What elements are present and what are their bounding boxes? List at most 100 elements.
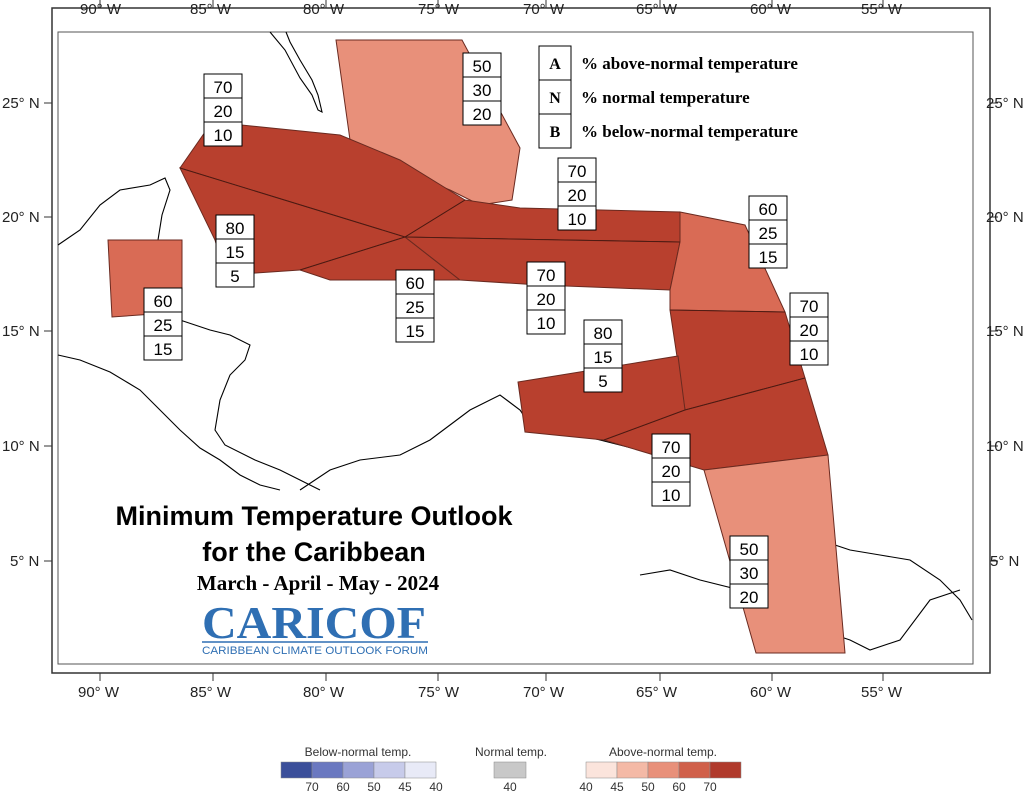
- legend-above-value: 40: [579, 780, 593, 791]
- prob-below: 5: [230, 267, 239, 286]
- lon-tick: 80° W: [303, 1, 345, 18]
- region-dividers: [179, 167, 806, 441]
- prob-box-windward: 70 20 10: [789, 292, 829, 366]
- legend-swatch-above-70: [709, 761, 742, 779]
- legend-below-title: Below-normal temp.: [305, 745, 412, 759]
- prob-below: 10: [662, 486, 681, 505]
- prob-above: 70: [662, 438, 681, 457]
- prob-normal: 15: [226, 243, 245, 262]
- legend-below-value: 60: [336, 780, 350, 791]
- prob-below: 20: [740, 588, 759, 607]
- florida-coast: [269, 31, 323, 114]
- prob-box-leeward: 60 25 15: [748, 195, 788, 269]
- key-letter-below: B: [550, 124, 561, 141]
- legend-swatch-below-60: [311, 761, 344, 779]
- lon-tick: 65° W: [636, 1, 678, 18]
- prob-below: 10: [537, 314, 556, 333]
- prob-below: 10: [568, 210, 587, 229]
- legend-normal-value: 40: [503, 780, 517, 791]
- legend-swatch-above-50: [647, 761, 680, 779]
- legend-above-title: Above-normal temp.: [609, 745, 717, 759]
- lat-tick: 5° N: [10, 553, 39, 570]
- prob-normal: 25: [406, 298, 425, 317]
- prob-normal: 15: [594, 348, 613, 367]
- lon-tick: 60° W: [750, 1, 792, 18]
- prob-box-cuba-west: 70 20 10: [203, 73, 243, 147]
- lat-tick: 25° N: [986, 95, 1024, 112]
- key-letter-normal: N: [549, 90, 561, 107]
- prob-box-guianas: 50 30 20: [729, 535, 769, 609]
- prob-box-hispaniola-south: 70 20 10: [526, 261, 566, 335]
- map-title: Minimum Temperature Outlook: [115, 501, 513, 531]
- lat-tick: 25° N: [2, 95, 40, 112]
- lon-tick: 90° W: [78, 684, 120, 701]
- prob-below: 10: [800, 345, 819, 364]
- legend-swatch-normal-40: [493, 761, 527, 779]
- lat-tick: 10° N: [986, 438, 1024, 455]
- lon-tick: 70° W: [523, 684, 565, 701]
- lon-tick: 75° W: [418, 684, 460, 701]
- legend-below-value: 50: [367, 780, 381, 791]
- prob-below: 10: [214, 126, 233, 145]
- prob-normal: 25: [154, 316, 173, 335]
- central-america-coast: [57, 354, 281, 491]
- prob-above: 50: [740, 540, 759, 559]
- lon-tick: 85° W: [190, 684, 232, 701]
- prob-below: 5: [598, 372, 607, 391]
- lon-tick: 60° W: [750, 684, 792, 701]
- lat-tick: 5° N: [990, 553, 1019, 570]
- prob-normal: 30: [740, 564, 759, 583]
- lat-labels-left: 25° N 20° N 15° N 10° N 5° N: [2, 95, 40, 570]
- abn-key: A N B % above-normal temperature % norma…: [538, 45, 798, 149]
- legend-above-value: 60: [672, 780, 686, 791]
- legend-above-value: 70: [703, 780, 717, 791]
- color-legend: Below-normal temp. Normal temp. Above-no…: [280, 745, 742, 791]
- prob-above: 70: [537, 266, 556, 285]
- prob-normal: 20: [214, 102, 233, 121]
- prob-above: 70: [214, 78, 233, 97]
- lon-tick: 90° W: [80, 1, 122, 18]
- prob-above: 60: [759, 200, 778, 219]
- title-backdrop: [60, 492, 560, 662]
- lat-tick: 15° N: [2, 323, 40, 340]
- lon-labels-top: 90° W 85° W 80° W 75° W 70° W 65° W 60° …: [80, 1, 903, 18]
- map-title-line2: for the Caribbean: [202, 537, 426, 567]
- caricof-logo: CARICOF CARIBBEAN CLIMATE OUTLOOK FORUM: [202, 597, 428, 657]
- legend-swatch-below-70: [280, 761, 313, 779]
- prob-above: 80: [226, 219, 245, 238]
- lon-tick: 80° W: [303, 684, 345, 701]
- lat-labels-right: 25° N 20° N 15° N 10° N 5° N: [986, 95, 1024, 570]
- prob-above: 80: [594, 324, 613, 343]
- lon-tick: 55° W: [861, 1, 903, 18]
- lon-tick: 55° W: [861, 684, 903, 701]
- legend-above-value: 50: [641, 780, 655, 791]
- key-text-below: % below-normal temperature: [581, 122, 798, 141]
- prob-normal: 20: [800, 321, 819, 340]
- lon-labels-bottom: 90° W 85° W 80° W 75° W 70° W 65° W 60° …: [78, 684, 903, 701]
- lat-tick: 10° N: [2, 438, 40, 455]
- legend-below-value: 45: [398, 780, 412, 791]
- prob-above: 70: [568, 162, 587, 181]
- prob-box-abc-islands: 80 15 5: [583, 319, 623, 393]
- prob-box-hispaniola-north: 70 20 10: [557, 157, 597, 231]
- prob-box-jamaica: 60 25 15: [395, 269, 435, 343]
- legend-swatch-below-40: [404, 761, 437, 779]
- prob-below: 15: [154, 340, 173, 359]
- legend-below-value: 70: [305, 780, 319, 791]
- logo-wordmark: CARICOF: [202, 597, 426, 648]
- season-label: March - April - May - 2024: [197, 571, 440, 595]
- prob-normal: 20: [568, 186, 587, 205]
- prob-below: 15: [759, 248, 778, 267]
- prob-above: 60: [154, 292, 173, 311]
- prob-above: 60: [406, 274, 425, 293]
- prob-normal: 25: [759, 224, 778, 243]
- legend-swatch-above-60: [678, 761, 711, 779]
- lat-tick: 20° N: [986, 209, 1024, 226]
- lon-tick: 65° W: [636, 684, 678, 701]
- legend-swatch-above-45: [616, 761, 649, 779]
- prob-below: 20: [473, 105, 492, 124]
- map-inner-frame: [57, 31, 974, 665]
- prob-normal: 20: [662, 462, 681, 481]
- prob-above: 50: [473, 57, 492, 76]
